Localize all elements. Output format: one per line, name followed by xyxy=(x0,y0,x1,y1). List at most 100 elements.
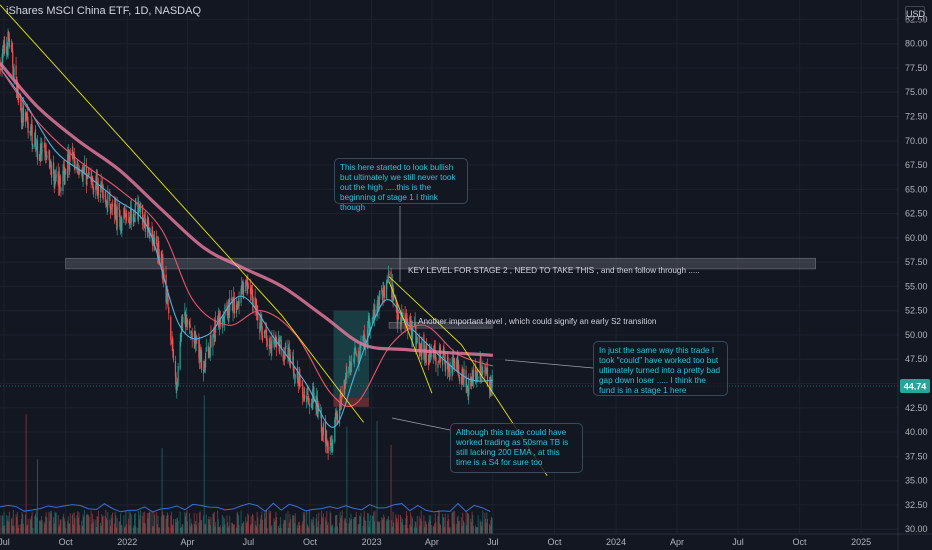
candle-body xyxy=(261,321,263,336)
candle-body xyxy=(322,423,325,435)
volume-bar xyxy=(83,516,85,534)
y-tick-label: 60.00 xyxy=(905,233,928,243)
annotation-stage1-start[interactable]: This here started to look bullish but ul… xyxy=(334,158,468,212)
volume-bar xyxy=(390,444,392,534)
volume-bar xyxy=(410,526,412,534)
volume-bar xyxy=(124,527,126,534)
volume-bar xyxy=(22,523,24,534)
volume-bar xyxy=(377,520,379,534)
volume-bar xyxy=(191,523,193,534)
candle-body xyxy=(462,368,464,385)
volume-bar xyxy=(102,515,104,534)
candle-body xyxy=(96,170,98,194)
volume-bar xyxy=(67,520,69,534)
candle-body xyxy=(78,171,80,173)
volume-bar xyxy=(231,522,233,534)
volume-bar xyxy=(104,516,106,534)
volume-bar xyxy=(198,522,200,534)
candle-body xyxy=(385,283,387,299)
volume-bar xyxy=(470,522,472,534)
volume-bar xyxy=(411,515,413,534)
volume-bar xyxy=(39,520,41,534)
volume-bar xyxy=(392,511,394,534)
candle-body xyxy=(251,289,254,304)
volume-bar xyxy=(274,519,276,534)
annotation-s4-trade[interactable]: Although this trade could have worked tr… xyxy=(450,423,583,473)
volume-bar xyxy=(341,515,343,534)
candle-body xyxy=(287,347,289,359)
volume-bar xyxy=(100,525,102,534)
candle-body xyxy=(81,167,83,180)
candle-body xyxy=(34,133,36,148)
volume-bar xyxy=(53,523,55,534)
candle-body xyxy=(3,42,5,49)
candle-body xyxy=(316,398,319,417)
key-level-label: KEY LEVEL FOR STAGE 2 , NEED TO TAKE THI… xyxy=(408,266,700,275)
volume-bar xyxy=(265,510,267,534)
y-tick-label: 57.50 xyxy=(905,257,928,267)
volume-bar xyxy=(442,513,444,534)
candle-body xyxy=(109,204,112,214)
volume-bar xyxy=(2,515,4,534)
candle-body xyxy=(6,45,8,55)
volume-bar xyxy=(458,520,460,534)
volume-bar xyxy=(69,513,71,534)
currency-selector[interactable]: USD xyxy=(905,6,925,22)
volume-bar xyxy=(339,511,341,534)
volume-bar xyxy=(466,525,468,534)
candle-body xyxy=(419,347,421,351)
candle-body xyxy=(470,376,472,387)
candle-body xyxy=(144,220,146,229)
volume-bar xyxy=(454,510,456,534)
candle-body xyxy=(231,298,233,301)
candle-body xyxy=(346,370,348,377)
volume-bar xyxy=(18,524,20,534)
volume-bar xyxy=(91,513,93,534)
candle-body xyxy=(368,318,370,322)
candle-body xyxy=(175,377,177,390)
candle-body xyxy=(209,338,211,357)
volume-bar xyxy=(246,521,248,534)
candle-body xyxy=(278,342,280,352)
candle-body xyxy=(95,184,97,191)
candle-body xyxy=(241,280,244,290)
candle-body xyxy=(298,374,300,382)
annotation-gap-down-trade[interactable]: In just the same way this trade I took "… xyxy=(593,341,728,396)
volume-bar xyxy=(180,527,182,534)
volume-bar xyxy=(349,520,351,534)
volume-bar xyxy=(264,518,266,534)
candle-body xyxy=(21,119,23,123)
volume-bar xyxy=(468,514,470,534)
volume-bar xyxy=(264,512,266,534)
candle-body xyxy=(296,368,298,379)
candle-body xyxy=(414,321,416,329)
x-tick-label: 2022 xyxy=(117,537,137,547)
volume-bar xyxy=(149,512,151,534)
volume-bar xyxy=(148,511,150,534)
volume-bar xyxy=(480,526,482,534)
candle-body xyxy=(27,122,29,134)
candle-body xyxy=(250,290,252,292)
volume-bar xyxy=(421,520,423,534)
candle-body xyxy=(170,316,172,341)
volume-bar xyxy=(400,516,402,534)
candle-body xyxy=(418,336,420,353)
candle-body xyxy=(400,314,402,328)
candle-body xyxy=(204,352,207,368)
volume-bar xyxy=(223,516,225,534)
volume-bar xyxy=(399,514,401,534)
volume-bar xyxy=(262,519,264,534)
volume-bar xyxy=(81,520,83,534)
candle-body xyxy=(415,325,417,346)
candle-body xyxy=(105,199,107,205)
candle-body xyxy=(265,330,267,332)
volume-bar xyxy=(68,523,70,534)
candle-body xyxy=(123,209,126,218)
candle-body xyxy=(123,208,125,219)
candle-body xyxy=(180,322,183,338)
candle-body xyxy=(331,443,333,452)
volume-bar xyxy=(438,510,440,534)
candle-body xyxy=(409,316,411,327)
candle-body xyxy=(147,218,149,233)
volume-bar xyxy=(111,518,113,534)
